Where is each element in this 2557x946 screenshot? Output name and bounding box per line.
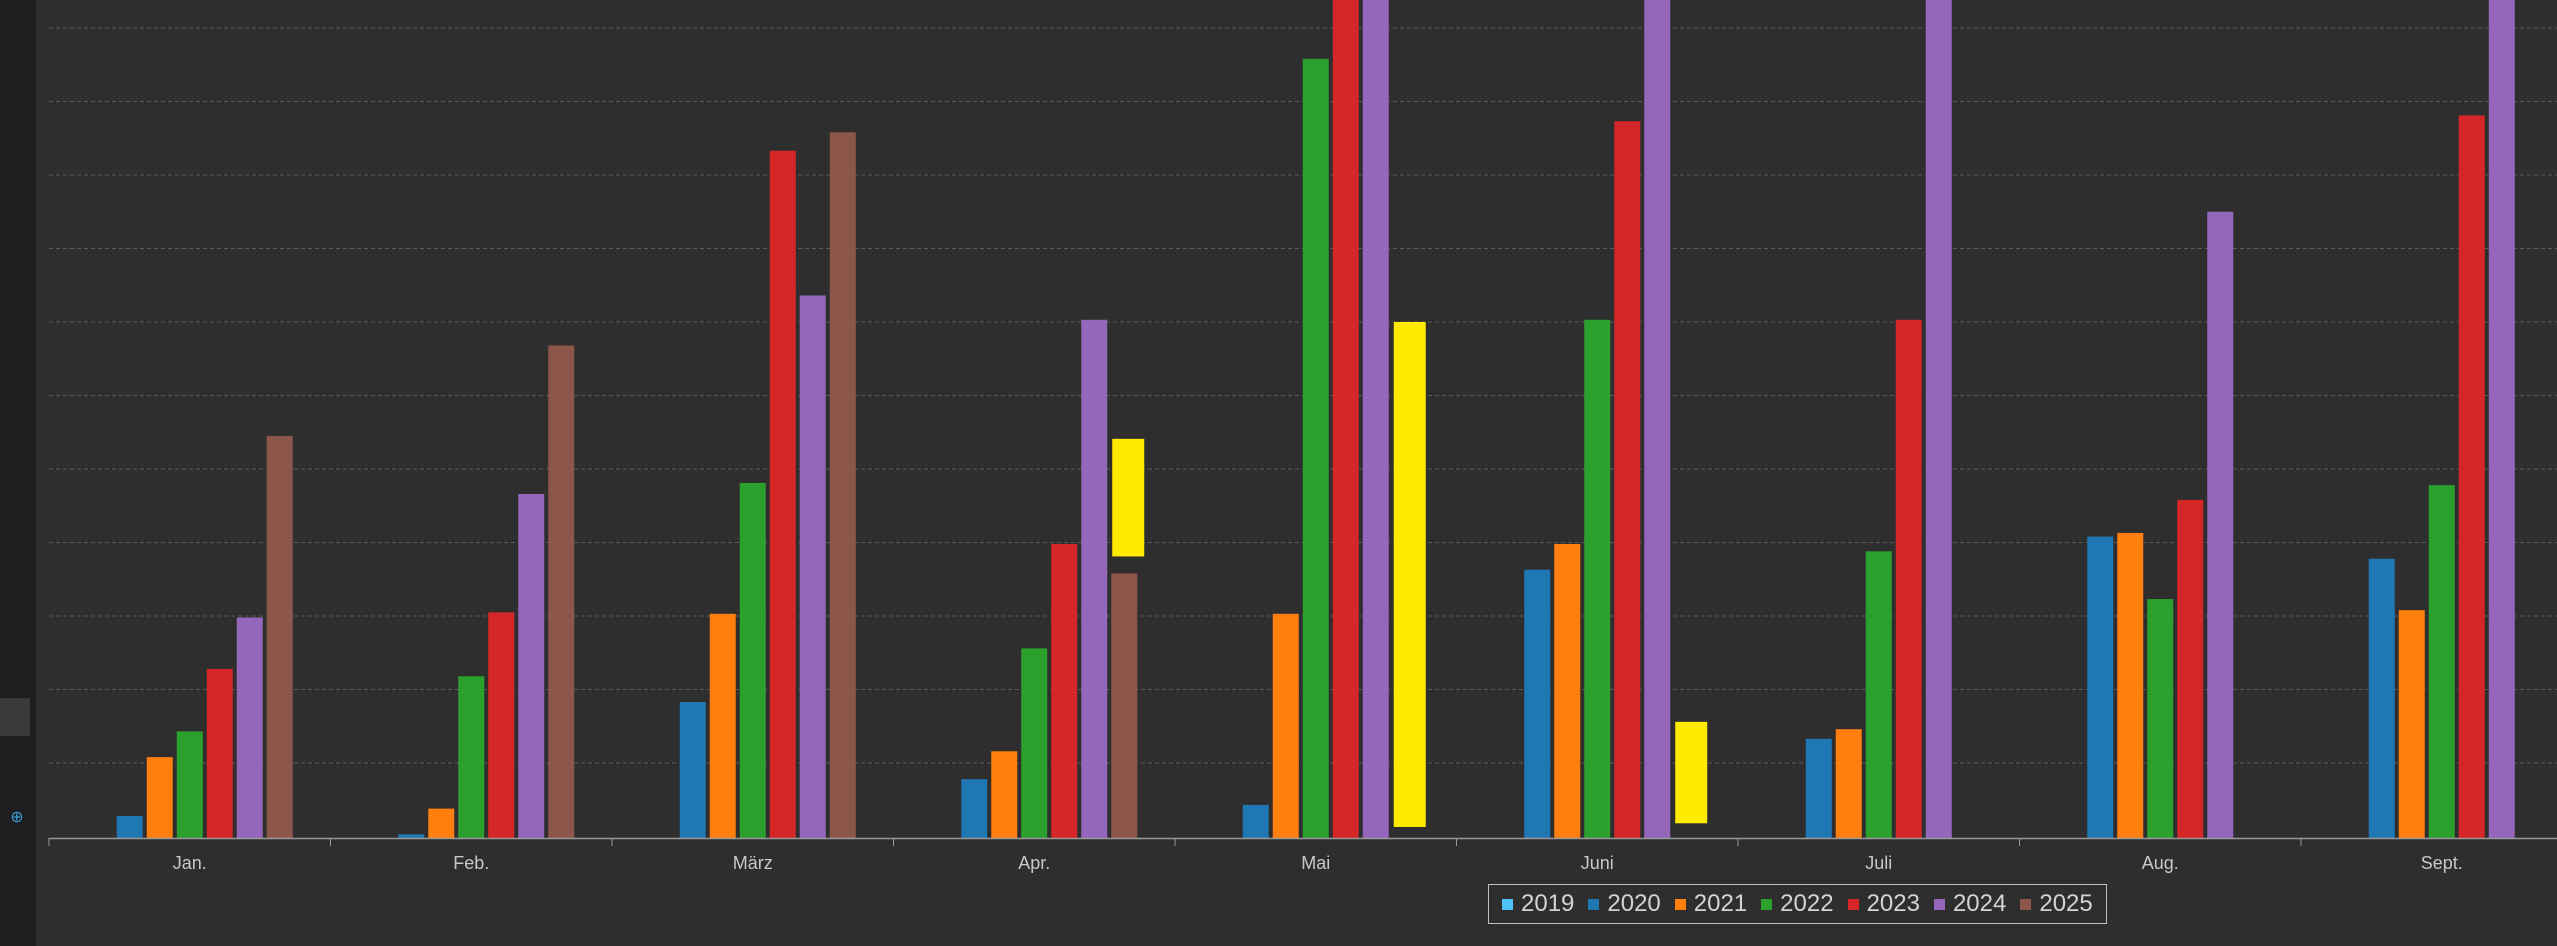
bar-2022-8[interactable] — [2428, 485, 2455, 838]
legend-swatch — [2020, 898, 2032, 910]
legend-swatch — [1933, 898, 1945, 910]
bar-2023-2[interactable] — [769, 150, 796, 838]
bar-2023-5[interactable] — [1614, 121, 1641, 838]
bar-2021-2[interactable] — [709, 613, 736, 838]
bar-2024-5[interactable] — [1644, 0, 1671, 838]
bar-2021-7[interactable] — [2117, 532, 2144, 838]
bar-2020-1[interactable] — [398, 834, 425, 838]
x-tick-label: März — [733, 853, 773, 873]
bar-2020-3[interactable] — [961, 779, 988, 838]
bar-2020-7[interactable] — [2087, 536, 2114, 838]
bar-2020-6[interactable] — [1805, 738, 1832, 838]
x-tick-label: Jan. — [173, 853, 207, 873]
bar-2021-5[interactable] — [1554, 543, 1581, 838]
legend-item-2022[interactable]: 2022 — [1761, 890, 1834, 918]
legend-item-2021[interactable]: 2021 — [1674, 890, 1748, 918]
bar-2023-4[interactable] — [1332, 0, 1359, 838]
chart-legend: 2019 2020 2021 2022 2023 2024 2025 — [1488, 884, 2107, 924]
bar-2025-1[interactable] — [548, 345, 575, 838]
legend-swatch — [1674, 898, 1686, 910]
bar-2025-0[interactable] — [266, 435, 293, 838]
bar-2023-3[interactable] — [1051, 543, 1078, 838]
legend-label: 2021 — [1693, 890, 1748, 917]
bar-2021-8[interactable] — [2398, 610, 2425, 838]
x-axis: Jan. Feb. März Apr. Mai Juni Juli Aug. Sept. — [48, 837, 2557, 873]
bar-2023-0[interactable] — [206, 668, 233, 838]
sidebar-tab[interactable] — [0, 698, 30, 736]
bar-2022-5[interactable] — [1584, 319, 1611, 838]
bar-2021-6[interactable] — [1835, 729, 1862, 838]
bar-2020-5[interactable] — [1524, 569, 1551, 838]
bar-2020-2[interactable] — [679, 702, 706, 838]
left-sidebar-rail: ⊕ — [0, 0, 34, 946]
bar-2024-3[interactable] — [1081, 319, 1108, 838]
bar-2023-1[interactable] — [488, 612, 515, 838]
bar-2022-7[interactable] — [2147, 599, 2174, 838]
x-tick-label: Aug. — [2142, 853, 2179, 873]
bar-2021-1[interactable] — [428, 808, 455, 838]
bar-2024-2[interactable] — [799, 295, 826, 838]
bar-2020-4[interactable] — [1242, 804, 1269, 838]
legend-swatch — [1588, 898, 1600, 910]
bar-chart: Jan. Feb. März Apr. Mai Juni Juli Aug. Sept. — [48, 0, 2557, 873]
legend-item-2025[interactable]: 2025 — [2020, 890, 2093, 918]
legend-item-2020[interactable]: 2020 — [1588, 890, 1661, 918]
bar-2022-4[interactable] — [1302, 58, 1329, 839]
x-tick-label: Apr. — [1018, 853, 1050, 873]
bar-2022-6[interactable] — [1865, 551, 1892, 838]
x-tick-label: Juli — [1865, 853, 1892, 873]
bar-2024-7[interactable] — [2207, 211, 2234, 838]
bars — [116, 0, 2515, 839]
highlight-bar-0[interactable] — [1112, 438, 1145, 557]
bar-2023-6[interactable] — [1895, 319, 1922, 838]
bar-2025-3[interactable] — [1111, 573, 1138, 838]
chart-panel: Jan. Feb. März Apr. Mai Juni Juli Aug. Sept. 201… — [36, 0, 2557, 946]
bar-2020-8[interactable] — [2368, 558, 2395, 838]
bar-2021-4[interactable] — [1272, 613, 1299, 838]
bar-2024-1[interactable] — [518, 493, 545, 838]
bar-2024-8[interactable] — [2488, 0, 2515, 838]
bar-2025-2[interactable] — [829, 132, 856, 838]
highlight-bar-2[interactable] — [1675, 721, 1708, 824]
highlight-bar-1[interactable] — [1393, 321, 1426, 827]
bar-2023-7[interactable] — [2177, 499, 2204, 838]
legend-label: 2025 — [2039, 890, 2093, 917]
legend-item-2024[interactable]: 2024 — [1933, 890, 2007, 918]
x-tick-label: Sept. — [2421, 853, 2463, 873]
legend-label: 2022 — [1780, 890, 1834, 917]
bar-2022-1[interactable] — [458, 676, 485, 838]
bar-2021-0[interactable] — [146, 757, 173, 838]
add-circle-icon[interactable]: ⊕ — [10, 807, 24, 826]
legend-swatch — [1761, 898, 1773, 910]
legend-item-2023[interactable]: 2023 — [1847, 890, 1920, 918]
legend-label: 2020 — [1607, 890, 1661, 917]
highlight-overlays — [1112, 321, 1708, 827]
legend-swatch — [1502, 898, 1513, 910]
legend-label: 2019 — [1521, 890, 1575, 917]
x-tick-label: Feb. — [453, 853, 489, 873]
bar-2022-0[interactable] — [176, 731, 203, 838]
bar-2021-3[interactable] — [991, 751, 1018, 838]
x-tick-label: Mai — [1301, 853, 1330, 873]
bar-2020-0[interactable] — [116, 815, 143, 838]
bar-2023-8[interactable] — [2458, 115, 2485, 839]
legend-item-2019[interactable]: 2019 — [1502, 890, 1574, 918]
legend-label: 2024 — [1952, 890, 2007, 917]
x-tick-label: Juni — [1581, 853, 1614, 873]
bar-2024-0[interactable] — [236, 617, 263, 838]
legend-label: 2023 — [1866, 890, 1920, 917]
bar-2022-3[interactable] — [1021, 648, 1048, 838]
bar-2024-4[interactable] — [1362, 0, 1389, 838]
bar-2024-6[interactable] — [1925, 0, 1952, 838]
bar-2022-2[interactable] — [739, 482, 766, 838]
legend-swatch — [1847, 898, 1859, 910]
